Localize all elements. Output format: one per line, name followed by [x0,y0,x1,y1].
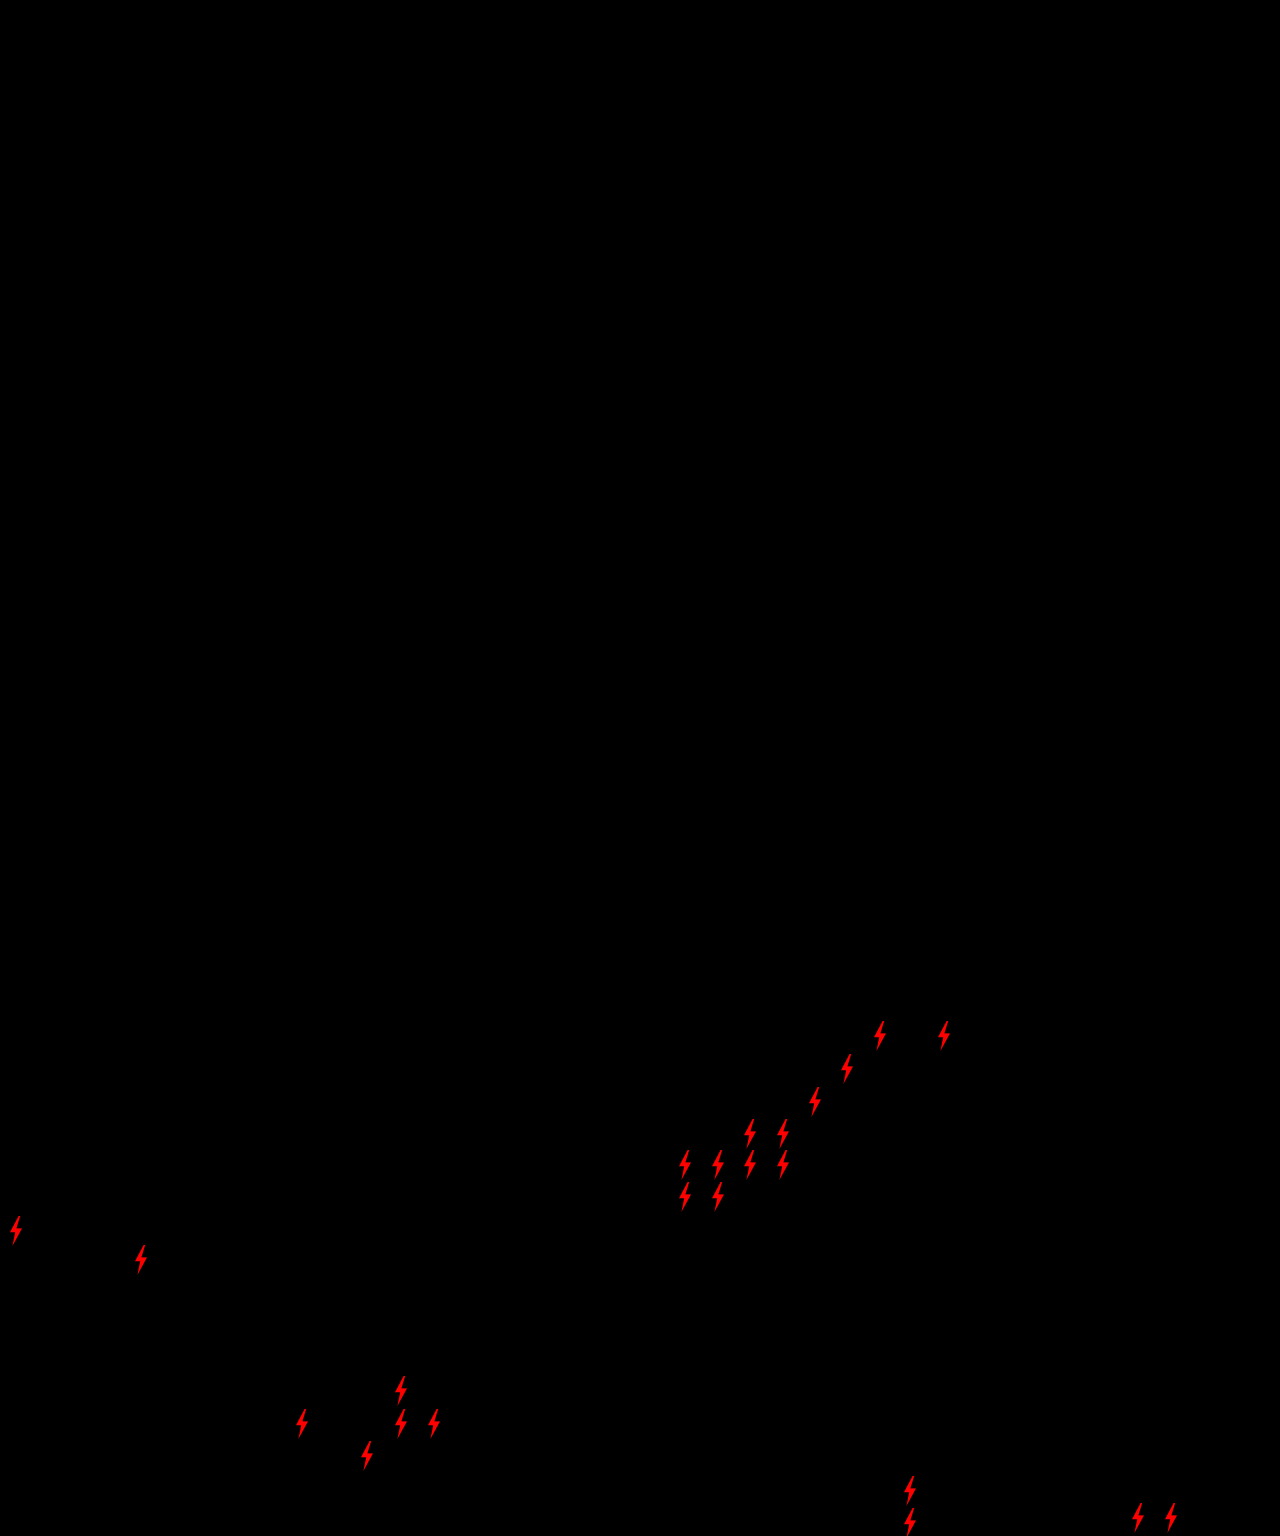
lightning-bolt-icon[interactable] [133,1245,149,1275]
lightning-bolt-icon[interactable] [872,1021,888,1051]
lightning-bolt-icon[interactable] [710,1182,726,1212]
lightning-bolt-icon[interactable] [677,1150,693,1180]
lightning-bolt-icon[interactable] [8,1216,24,1246]
lightning-bolt-icon[interactable] [902,1508,918,1536]
lightning-bolt-icon[interactable] [426,1409,442,1439]
lightning-bolt-icon[interactable] [393,1376,409,1406]
lightning-bolt-icon[interactable] [839,1054,855,1084]
lightning-bolt-icon[interactable] [1163,1503,1179,1533]
lightning-bolt-icon[interactable] [359,1441,375,1471]
lightning-bolt-icon[interactable] [742,1150,758,1180]
lightning-bolt-icon[interactable] [1130,1503,1146,1533]
lightning-bolt-icon[interactable] [902,1476,918,1506]
lightning-bolt-icon[interactable] [807,1087,823,1117]
lightning-bolt-icon[interactable] [710,1150,726,1180]
lightning-bolt-icon[interactable] [393,1409,409,1439]
lightning-bolt-icon[interactable] [742,1119,758,1149]
lightning-bolt-icon[interactable] [677,1182,693,1212]
lightning-bolt-icon[interactable] [294,1409,310,1439]
lightning-bolt-icon[interactable] [775,1119,791,1149]
lightning-bolt-icon[interactable] [936,1021,952,1051]
lightning-bolt-icon[interactable] [775,1150,791,1180]
